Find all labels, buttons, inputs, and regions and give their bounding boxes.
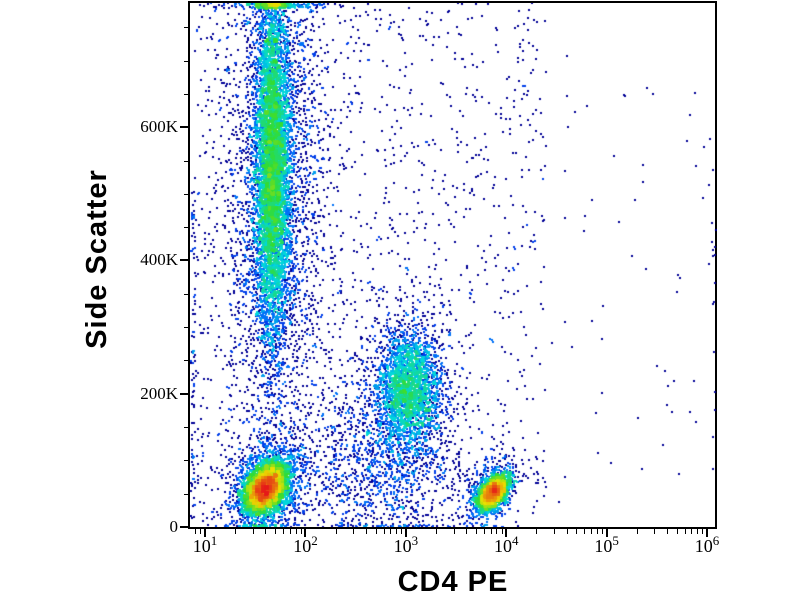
x-minor-tick xyxy=(536,529,538,534)
x-minor-tick xyxy=(554,529,556,534)
x-major-tick xyxy=(605,529,608,537)
x-major-tick xyxy=(705,529,708,537)
x-tick-exponent: 6 xyxy=(712,533,720,548)
y-tick-label: 400K xyxy=(140,250,178,270)
x-minor-tick xyxy=(436,529,438,534)
x-tick-base: 10 xyxy=(493,536,512,556)
x-tick-label: 102 xyxy=(265,533,345,557)
x-tick-exponent: 3 xyxy=(411,533,419,548)
x-minor-tick xyxy=(283,529,285,534)
x-minor-tick xyxy=(591,529,593,534)
x-minor-tick xyxy=(300,529,302,534)
x-minor-tick xyxy=(691,529,693,534)
x-minor-tick xyxy=(252,529,254,534)
y-major-tick xyxy=(180,392,188,395)
x-tick-exponent: 4 xyxy=(511,533,519,548)
y-minor-tick xyxy=(184,160,188,162)
x-minor-tick xyxy=(684,529,686,534)
y-minor-tick xyxy=(184,460,188,462)
x-minor-tick xyxy=(289,529,291,534)
y-minor-tick xyxy=(184,193,188,195)
y-major-tick xyxy=(180,526,188,528)
x-minor-tick xyxy=(676,529,678,534)
x-minor-tick xyxy=(390,529,392,534)
x-minor-tick xyxy=(576,529,578,534)
x-minor-tick xyxy=(335,529,337,534)
x-minor-tick xyxy=(195,529,197,534)
y-minor-tick xyxy=(184,93,188,95)
x-tick-label: 101 xyxy=(165,533,245,557)
y-minor-tick xyxy=(184,27,188,29)
x-minor-tick xyxy=(353,529,355,534)
x-tick-label: 106 xyxy=(667,533,747,557)
x-minor-tick xyxy=(275,529,277,534)
x-minor-tick xyxy=(490,529,492,534)
x-tick-exponent: 2 xyxy=(311,533,318,548)
x-minor-tick xyxy=(667,529,669,534)
x-tick-base: 10 xyxy=(694,536,713,556)
density-scatter-canvas xyxy=(190,3,717,527)
x-minor-tick xyxy=(654,529,656,534)
x-minor-tick xyxy=(235,529,237,534)
x-minor-tick xyxy=(566,529,568,534)
x-minor-tick xyxy=(375,529,377,534)
y-major-tick xyxy=(180,259,188,262)
x-axis-title: CD4 PE xyxy=(397,566,509,598)
x-minor-tick xyxy=(466,529,468,534)
x-minor-tick xyxy=(265,529,267,534)
x-minor-tick xyxy=(702,529,704,534)
x-minor-tick xyxy=(584,529,586,534)
x-minor-tick xyxy=(453,529,455,534)
x-minor-tick xyxy=(496,529,498,534)
y-tick-label: 200K xyxy=(140,383,178,403)
x-minor-tick xyxy=(295,529,297,534)
x-tick-label: 103 xyxy=(366,533,446,557)
x-minor-tick xyxy=(596,529,598,534)
x-minor-tick xyxy=(501,529,503,534)
x-minor-tick xyxy=(401,529,403,534)
x-major-tick xyxy=(304,529,307,537)
y-minor-tick xyxy=(184,60,188,62)
x-minor-tick xyxy=(636,529,638,534)
x-tick-exponent: 5 xyxy=(612,533,619,548)
x-minor-tick xyxy=(601,529,603,534)
y-minor-tick xyxy=(184,327,188,329)
x-major-tick xyxy=(404,529,407,537)
x-minor-tick xyxy=(365,529,367,534)
y-major-tick xyxy=(180,126,188,129)
y-minor-tick xyxy=(184,293,188,295)
x-minor-tick xyxy=(383,529,385,534)
x-tick-base: 10 xyxy=(293,536,312,556)
x-minor-tick xyxy=(200,529,202,534)
x-minor-tick xyxy=(483,529,485,534)
x-tick-base: 10 xyxy=(192,536,211,556)
y-tick-label: 0 xyxy=(169,517,179,536)
x-major-tick xyxy=(204,529,207,537)
x-tick-base: 10 xyxy=(393,536,412,556)
x-minor-tick xyxy=(697,529,699,534)
x-minor-tick xyxy=(396,529,398,534)
x-tick-label: 105 xyxy=(567,533,647,557)
y-minor-tick xyxy=(184,227,188,229)
x-major-tick xyxy=(505,529,508,537)
y-minor-tick xyxy=(184,427,188,429)
y-minor-tick xyxy=(184,493,188,495)
x-tick-base: 10 xyxy=(594,536,613,556)
y-tick-label: 600K xyxy=(140,117,178,137)
x-tick-exponent: 1 xyxy=(210,533,218,548)
x-tick-label: 104 xyxy=(466,533,546,557)
x-minor-tick xyxy=(475,529,477,534)
y-minor-tick xyxy=(184,360,188,362)
